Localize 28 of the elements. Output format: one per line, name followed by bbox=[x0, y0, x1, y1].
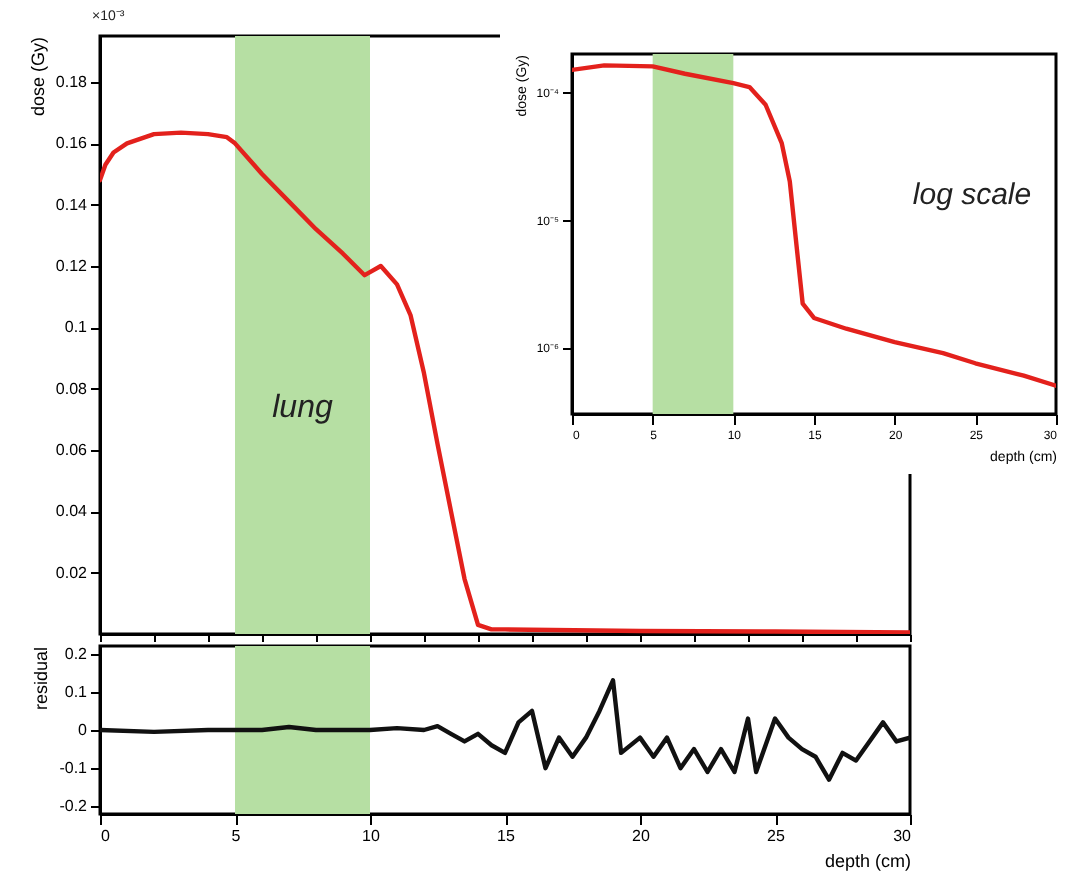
y-tick-label: 0 bbox=[78, 721, 89, 739]
y-tick-label: 0.08 bbox=[55, 379, 89, 398]
y-tick-label: 0.12 bbox=[55, 257, 89, 275]
y-tick-label: 0.18 bbox=[55, 73, 89, 91]
y-tick-label: 0.16 bbox=[55, 134, 89, 153]
y-tick-label: -0.1 bbox=[59, 759, 89, 778]
x-tick-label: 5 bbox=[231, 827, 242, 845]
x-tick-label: 10 bbox=[362, 827, 381, 845]
y-tick-label: 0.1 bbox=[64, 682, 89, 701]
band-label: lung bbox=[272, 390, 333, 425]
annotation: log scale bbox=[912, 178, 1032, 212]
line-series bbox=[100, 678, 910, 782]
x-tick-label: 15 bbox=[497, 827, 516, 845]
y-axis-title: dose (Gy) bbox=[27, 37, 48, 117]
y-tick-label: 0.1 bbox=[64, 318, 89, 337]
y-axis-title: residual bbox=[31, 647, 52, 711]
x-tick-label: 0 bbox=[101, 827, 111, 845]
line-series bbox=[572, 63, 1056, 388]
y-tick-label: 0.14 bbox=[55, 195, 89, 214]
y-tick-label: 0.02 bbox=[55, 563, 89, 582]
y-tick-label: 0.04 bbox=[55, 502, 89, 521]
x-axis-title: depth (cm) bbox=[824, 851, 911, 871]
y-tick-label: 0.06 bbox=[55, 441, 89, 459]
x-tick-label: 20 bbox=[632, 827, 651, 845]
x-tick-label: 30 bbox=[893, 827, 913, 845]
y-tick-label: -0.2 bbox=[59, 797, 89, 816]
x-tick-label: 25 bbox=[767, 827, 786, 845]
y-tick-label: 0.2 bbox=[64, 644, 89, 663]
